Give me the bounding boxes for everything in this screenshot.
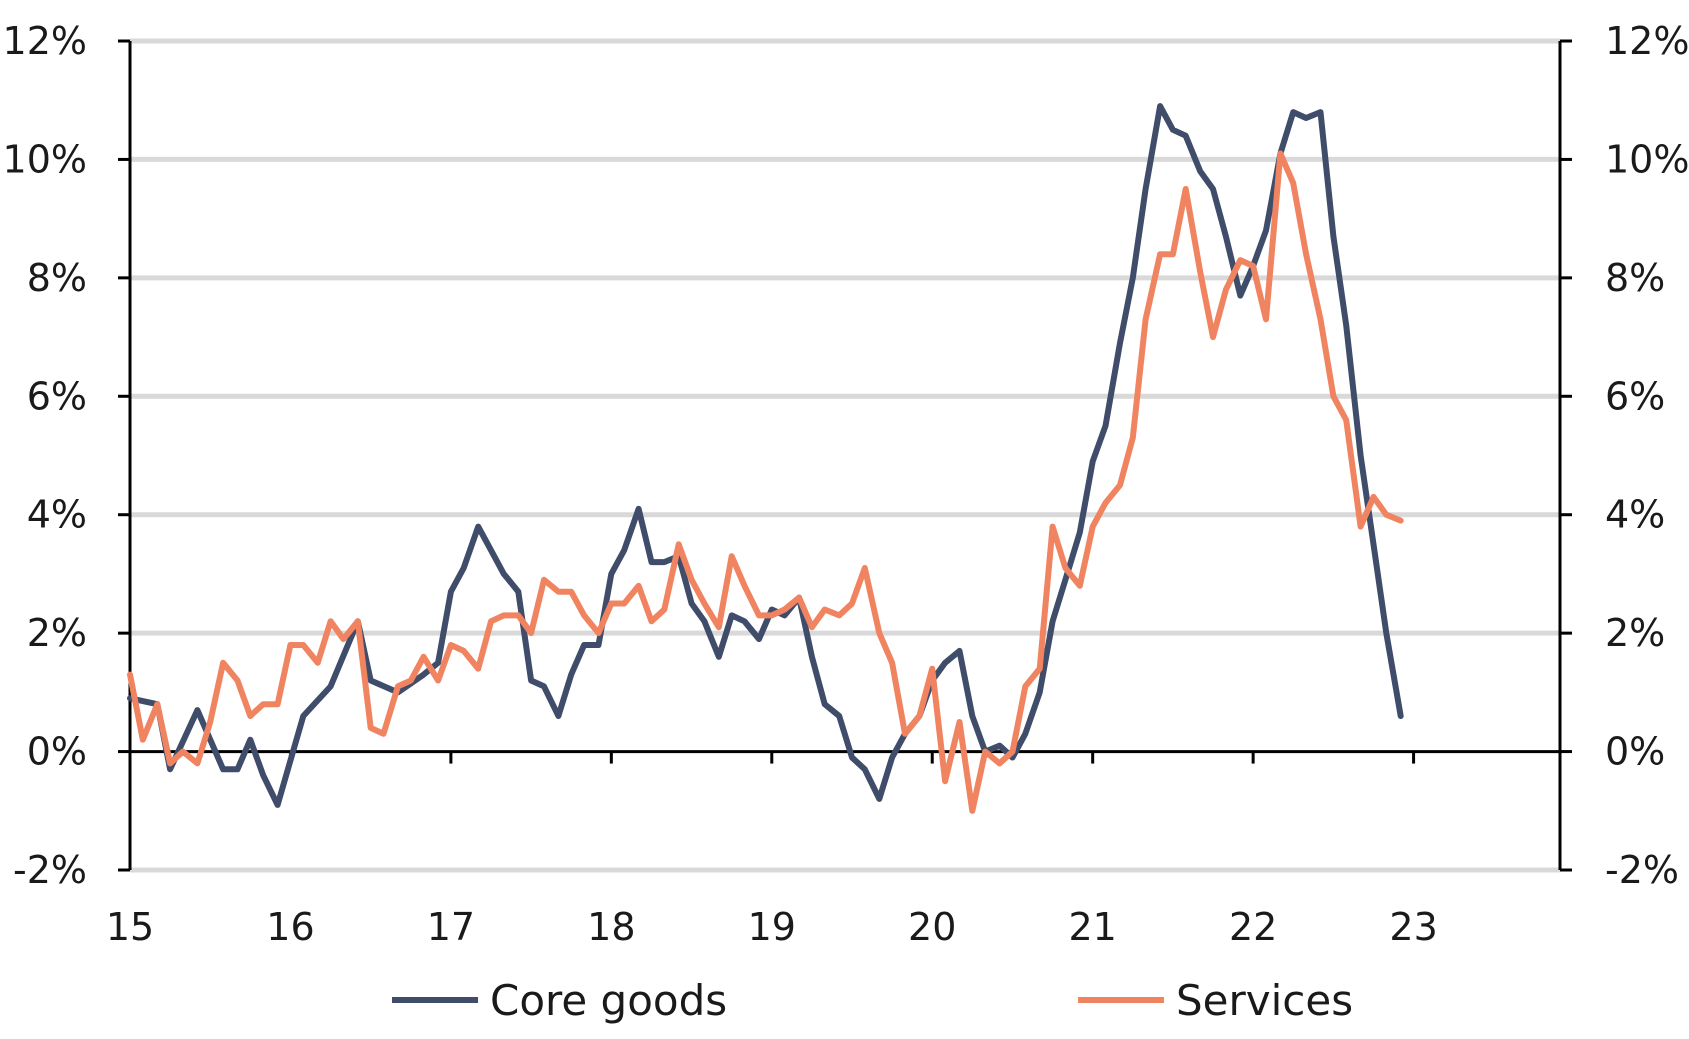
- x-tick-label: 15: [106, 905, 154, 949]
- left-y-tick-label: 0%: [27, 730, 87, 774]
- right-y-tick-label: 0%: [1605, 730, 1665, 774]
- right-y-tick-label: 2%: [1605, 611, 1665, 655]
- left-y-tick-label: 6%: [27, 374, 87, 418]
- series-line-core-goods: [127, 103, 1404, 808]
- right-y-tick-label: 8%: [1605, 256, 1665, 300]
- x-tick-label: 17: [427, 905, 475, 949]
- left-y-tick-label: 8%: [27, 256, 87, 300]
- gridlines: [130, 38, 1560, 873]
- left-y-tick-label: -2%: [13, 848, 87, 892]
- right-y-ticks: -2% 0% 2% 4% 6% 8% 10% 12%: [1560, 19, 1689, 892]
- x-tick-label: 16: [266, 905, 314, 949]
- left-y-tick-label: 4%: [27, 493, 87, 537]
- series-layer: [127, 103, 1404, 814]
- series-line-services: [127, 150, 1404, 814]
- x-tick-label: 18: [587, 905, 635, 949]
- x-tick-label: 23: [1389, 905, 1437, 949]
- right-y-tick-label: 12%: [1605, 19, 1689, 63]
- legend-label-core-goods: Core goods: [490, 976, 727, 1025]
- x-tick-label: 20: [908, 905, 956, 949]
- right-y-tick-label: 10%: [1605, 137, 1689, 181]
- right-y-tick-label: 4%: [1605, 493, 1665, 537]
- x-tick-label: 19: [748, 905, 796, 949]
- x-tick-label: 22: [1229, 905, 1277, 949]
- legend: Core goods Services: [392, 976, 1353, 1025]
- left-y-tick-label: 12%: [3, 19, 87, 63]
- right-y-tick-label: -2%: [1605, 848, 1679, 892]
- left-y-tick-label: 2%: [27, 611, 87, 655]
- legend-label-services: Services: [1176, 976, 1353, 1025]
- left-y-ticks: -2% 0% 2% 4% 6% 8% 10% 12%: [3, 19, 130, 892]
- x-ticks: 15 16 17 18 19 20 21 22 23: [106, 751, 1438, 949]
- axes: [128, 41, 1562, 870]
- right-y-tick-label: 6%: [1605, 374, 1665, 418]
- left-y-tick-label: 10%: [3, 137, 87, 181]
- x-tick-label: 21: [1069, 905, 1117, 949]
